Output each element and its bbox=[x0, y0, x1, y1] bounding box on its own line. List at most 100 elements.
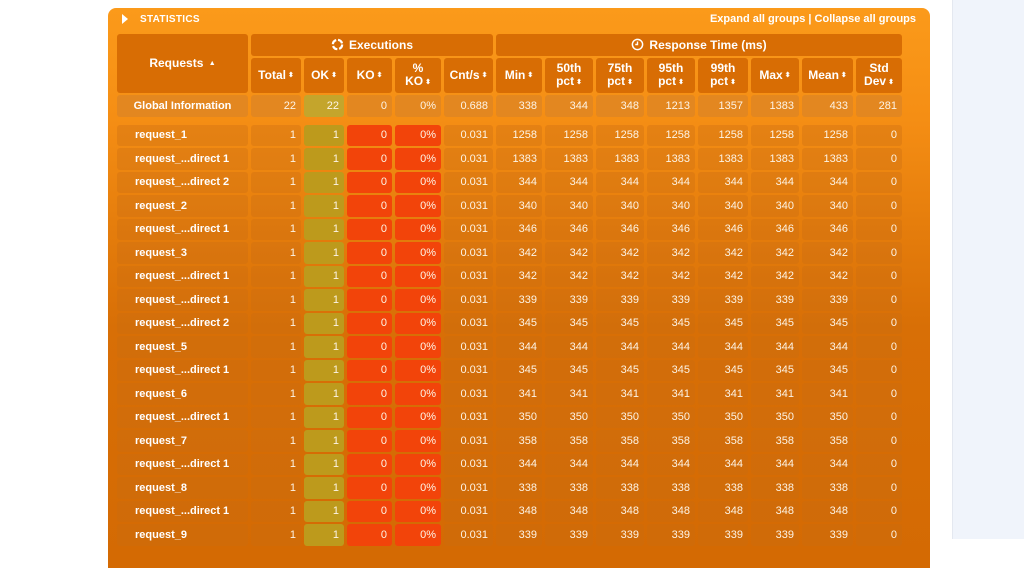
table-row[interactable]: request_3 1 1 0 0% 0.031 342 342 342 342 342 342 342… bbox=[117, 242, 902, 264]
row-name-link[interactable]: request_3 bbox=[117, 242, 248, 264]
p95-cell: 1258 bbox=[647, 124, 695, 146]
min-cell: 350 bbox=[496, 406, 542, 428]
std-cell: 0 bbox=[856, 383, 902, 405]
row-name-link[interactable]: request_6 bbox=[117, 383, 248, 405]
ko-cell: 0 bbox=[347, 500, 392, 522]
total-cell: 1 bbox=[251, 406, 301, 428]
row-name-link[interactable]: request_...direct 1 bbox=[117, 265, 248, 287]
mean-cell: 344 bbox=[802, 171, 853, 193]
collapse-triangle-icon[interactable] bbox=[122, 14, 128, 24]
p99-cell: 338 bbox=[698, 477, 748, 499]
min-cell: 1258 bbox=[496, 124, 542, 146]
row-name-link[interactable]: request_7 bbox=[117, 430, 248, 452]
table-row[interactable]: request_...direct 1 1 1 0 0% 0.031 1383 1383 138… bbox=[117, 148, 902, 170]
table-row[interactable]: request_1 1 1 0 0% 0.031 1258 1258 1258 1258 1258 1… bbox=[117, 124, 902, 146]
pct-ko-cell: 0% bbox=[395, 477, 441, 499]
p95-column-header[interactable]: 95th pct ⬍ bbox=[647, 58, 695, 93]
p99-cell: 339 bbox=[698, 524, 748, 546]
table-row[interactable]: request_...direct 2 1 1 0 0% 0.031 345 345 345 34… bbox=[117, 312, 902, 334]
ok-cell: 1 bbox=[304, 524, 344, 546]
std-header-line2: Dev bbox=[864, 74, 887, 89]
pct-ko-column-header[interactable]: % KO ⬍ bbox=[395, 58, 441, 93]
p50-cell: 1258 bbox=[545, 124, 593, 146]
p50-cell: 345 bbox=[545, 359, 593, 381]
row-name-link[interactable]: request_2 bbox=[117, 195, 248, 217]
table-row[interactable]: request_9 1 1 0 0% 0.031 339 339 339 339 339 339 339… bbox=[117, 524, 902, 546]
max-cell: 342 bbox=[751, 265, 799, 287]
total-cell: 1 bbox=[251, 524, 301, 546]
p50-column-header[interactable]: 50th pct ⬍ bbox=[545, 58, 593, 93]
p50-cell: 344 bbox=[545, 453, 593, 475]
ko-column-header[interactable]: KO ⬍ bbox=[347, 58, 392, 93]
collapse-all-groups-link[interactable]: Collapse all groups bbox=[814, 13, 916, 25]
ok-cell: 1 bbox=[304, 453, 344, 475]
row-name-link[interactable]: request_5 bbox=[117, 336, 248, 358]
min-cell: 342 bbox=[496, 265, 542, 287]
row-name-link[interactable]: request_...direct 1 bbox=[117, 289, 248, 311]
table-row[interactable]: request_...direct 1 1 1 0 0% 0.031 346 346 346 34… bbox=[117, 218, 902, 240]
mean-cell: 345 bbox=[802, 312, 853, 334]
p75-column-header[interactable]: 75th pct ⬍ bbox=[596, 58, 644, 93]
p95-cell: 344 bbox=[647, 453, 695, 475]
ko-cell: 0 bbox=[347, 148, 392, 170]
table-row[interactable]: request_...direct 1 1 1 0 0% 0.031 342 342 342 34… bbox=[117, 265, 902, 287]
row-name-link[interactable]: request_8 bbox=[117, 477, 248, 499]
p99-column-header[interactable]: 99th pct ⬍ bbox=[698, 58, 748, 93]
std-cell: 281 bbox=[856, 95, 902, 117]
mean-cell: 344 bbox=[802, 453, 853, 475]
ko-cell: 0 bbox=[347, 242, 392, 264]
p50-cell: 340 bbox=[545, 195, 593, 217]
total-cell: 1 bbox=[251, 312, 301, 334]
row-name-link[interactable]: request_9 bbox=[117, 524, 248, 546]
mean-column-header[interactable]: Mean ⬍ bbox=[802, 58, 853, 93]
std-cell: 0 bbox=[856, 124, 902, 146]
row-name-link[interactable]: request_...direct 1 bbox=[117, 500, 248, 522]
max-cell: 1258 bbox=[751, 124, 799, 146]
table-row[interactable]: request_...direct 1 1 1 0 0% 0.031 348 348 348 34… bbox=[117, 500, 902, 522]
ok-column-header[interactable]: OK ⬍ bbox=[304, 58, 344, 93]
cnt-per-sec-column-header[interactable]: Cnt/s ⬍ bbox=[444, 58, 493, 93]
expand-all-groups-link[interactable]: Expand all groups bbox=[709, 13, 806, 25]
table-row[interactable]: request_...direct 1 1 1 0 0% 0.031 344 344 344 34… bbox=[117, 453, 902, 475]
min-cell: 348 bbox=[496, 500, 542, 522]
std-cell: 0 bbox=[856, 336, 902, 358]
table-row[interactable]: request_2 1 1 0 0% 0.031 340 340 340 340 340 340 340… bbox=[117, 195, 902, 217]
sort-ascending-icon: ▲ bbox=[208, 60, 216, 68]
row-name-link[interactable]: request_...direct 1 bbox=[117, 359, 248, 381]
p95-cell: 341 bbox=[647, 383, 695, 405]
min-cell: 358 bbox=[496, 430, 542, 452]
table-row[interactable]: request_5 1 1 0 0% 0.031 344 344 344 344 344 344 344… bbox=[117, 336, 902, 358]
row-name-link[interactable]: request_...direct 1 bbox=[117, 218, 248, 240]
table-row[interactable]: request_...direct 2 1 1 0 0% 0.031 344 344 344 34… bbox=[117, 171, 902, 193]
row-name-link[interactable]: request_...direct 1 bbox=[117, 453, 248, 475]
min-column-header[interactable]: Min ⬍ bbox=[496, 58, 542, 93]
table-row[interactable]: request_...direct 1 1 1 0 0% 0.031 345 345 345 34… bbox=[117, 359, 902, 381]
max-cell: 345 bbox=[751, 312, 799, 334]
std-dev-column-header[interactable]: Std Dev ⬍ bbox=[856, 58, 902, 93]
max-column-header[interactable]: Max ⬍ bbox=[751, 58, 799, 93]
sort-icon: ⬍ bbox=[840, 72, 847, 80]
table-row[interactable]: request_...direct 1 1 1 0 0% 0.031 339 339 339 33… bbox=[117, 289, 902, 311]
row-name-link[interactable]: request_...direct 2 bbox=[117, 312, 248, 334]
row-name-link[interactable]: request_...direct 1 bbox=[117, 406, 248, 428]
requests-column-header[interactable]: Requests ▲ bbox=[117, 34, 248, 93]
min-cell: 339 bbox=[496, 289, 542, 311]
p99-cell: 344 bbox=[698, 336, 748, 358]
row-name-link[interactable]: request_...direct 2 bbox=[117, 171, 248, 193]
min-cell: 340 bbox=[496, 195, 542, 217]
total-cell: 1 bbox=[251, 124, 301, 146]
total-column-header[interactable]: Total ⬍ bbox=[251, 58, 301, 93]
table-row[interactable]: request_7 1 1 0 0% 0.031 358 358 358 358 358 358 358… bbox=[117, 430, 902, 452]
max-cell: 341 bbox=[751, 383, 799, 405]
row-name-link[interactable]: request_...direct 1 bbox=[117, 148, 248, 170]
table-row[interactable]: request_6 1 1 0 0% 0.031 341 341 341 341 341 341 341… bbox=[117, 383, 902, 405]
table-row[interactable]: request_8 1 1 0 0% 0.031 338 338 338 338 338 338 338… bbox=[117, 477, 902, 499]
p50-cell: 1383 bbox=[545, 148, 593, 170]
p99-header-line2: pct bbox=[710, 74, 729, 89]
table-row[interactable]: request_...direct 1 1 1 0 0% 0.031 350 350 350 35… bbox=[117, 406, 902, 428]
total-cell: 1 bbox=[251, 195, 301, 217]
p75-cell: 342 bbox=[596, 265, 644, 287]
std-cell: 0 bbox=[856, 500, 902, 522]
clock-icon bbox=[632, 38, 644, 51]
row-name-link[interactable]: request_1 bbox=[117, 124, 248, 146]
